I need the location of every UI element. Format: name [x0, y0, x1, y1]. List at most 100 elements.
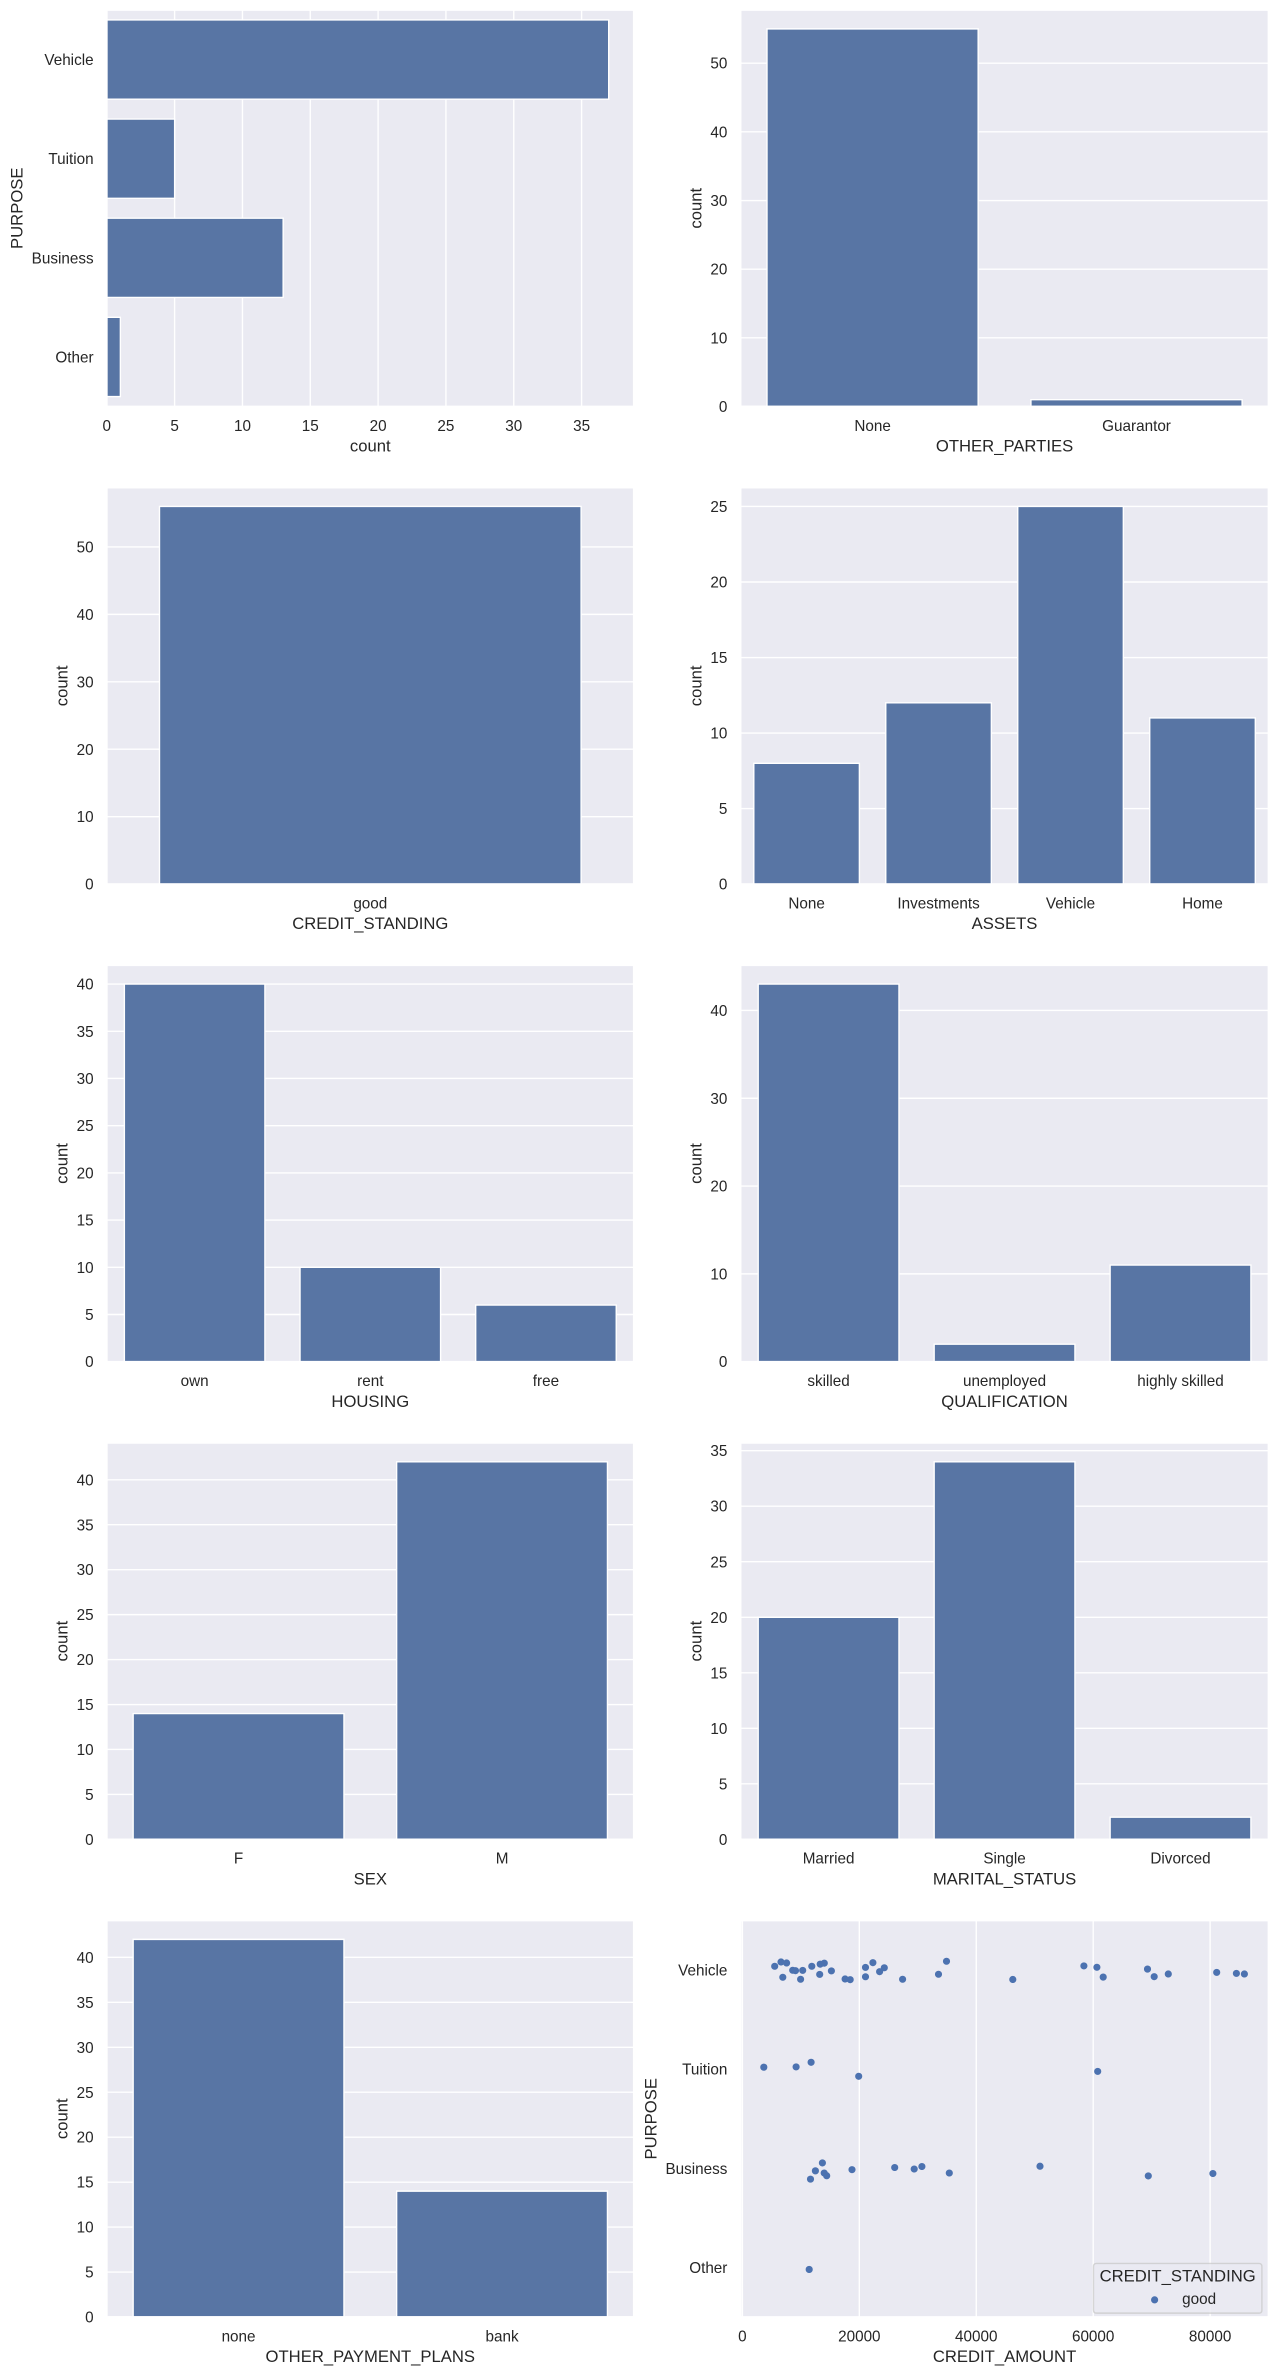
svg-text:Other: Other: [689, 2260, 727, 2277]
svg-text:0: 0: [719, 877, 728, 894]
svg-text:None: None: [854, 418, 891, 435]
svg-text:count: count: [686, 1143, 705, 1184]
svg-text:40000: 40000: [955, 2328, 997, 2345]
svg-text:5: 5: [719, 801, 728, 818]
svg-text:OTHER_PAYMENT_PLANS: OTHER_PAYMENT_PLANS: [266, 2347, 476, 2366]
svg-text:50: 50: [77, 539, 94, 556]
svg-text:5: 5: [85, 2265, 93, 2282]
svg-text:20: 20: [710, 262, 727, 279]
svg-text:80000: 80000: [1189, 2328, 1231, 2345]
svg-text:30: 30: [77, 2040, 94, 2057]
svg-text:35: 35: [77, 1995, 94, 2012]
svg-text:ASSETS: ASSETS: [972, 914, 1038, 933]
svg-text:CREDIT_STANDING: CREDIT_STANDING: [292, 914, 448, 933]
svg-text:10: 10: [77, 809, 94, 826]
svg-text:count: count: [53, 665, 72, 706]
svg-text:Other: Other: [55, 349, 93, 366]
svg-text:count: count: [686, 1620, 705, 1661]
svg-text:Tuition: Tuition: [682, 2062, 727, 2079]
svg-text:none: none: [222, 2328, 256, 2345]
svg-text:20: 20: [370, 418, 387, 435]
svg-text:Guarantor: Guarantor: [1102, 418, 1171, 435]
svg-text:10: 10: [710, 330, 727, 347]
svg-text:25: 25: [77, 2085, 94, 2102]
svg-text:SEX: SEX: [354, 1869, 387, 1888]
svg-text:30: 30: [505, 418, 522, 435]
svg-text:10: 10: [710, 726, 727, 743]
svg-text:10: 10: [710, 1721, 727, 1738]
svg-text:30: 30: [710, 1091, 727, 1108]
svg-text:count: count: [53, 1143, 72, 1184]
svg-text:count: count: [686, 665, 705, 706]
svg-text:Single: Single: [983, 1851, 1025, 1868]
svg-text:15: 15: [710, 1665, 727, 1682]
svg-text:0: 0: [719, 1832, 728, 1849]
svg-text:Vehicle: Vehicle: [44, 52, 93, 69]
svg-text:HOUSING: HOUSING: [331, 1392, 409, 1411]
svg-text:Home: Home: [1182, 895, 1223, 912]
svg-text:40: 40: [77, 977, 94, 994]
svg-text:5: 5: [85, 1307, 93, 1324]
svg-text:0: 0: [85, 2310, 93, 2327]
svg-text:good: good: [353, 895, 387, 912]
svg-text:None: None: [788, 895, 825, 912]
svg-text:20: 20: [710, 575, 727, 592]
svg-text:15: 15: [77, 2175, 94, 2192]
svg-text:10: 10: [710, 1266, 727, 1283]
svg-text:25: 25: [710, 499, 727, 516]
svg-text:35: 35: [573, 418, 590, 435]
svg-text:10: 10: [77, 2220, 94, 2237]
svg-text:20: 20: [77, 742, 94, 759]
svg-text:OTHER_PARTIES: OTHER_PARTIES: [936, 437, 1073, 456]
svg-text:unemployed: unemployed: [963, 1373, 1046, 1390]
svg-text:25: 25: [710, 1554, 727, 1571]
svg-text:count: count: [686, 188, 705, 229]
svg-text:highly skilled: highly skilled: [1137, 1373, 1224, 1390]
svg-text:30: 30: [710, 1499, 727, 1516]
svg-text:skilled: skilled: [807, 1373, 849, 1390]
svg-text:40: 40: [710, 1003, 727, 1020]
svg-text:CREDIT_AMOUNT: CREDIT_AMOUNT: [933, 2347, 1076, 2366]
svg-text:60000: 60000: [1072, 2328, 1114, 2345]
svg-text:F: F: [234, 1851, 243, 1868]
svg-text:20: 20: [77, 1165, 94, 1182]
svg-text:CREDIT_STANDING: CREDIT_STANDING: [1100, 2267, 1256, 2286]
svg-text:Vehicle: Vehicle: [1046, 895, 1095, 912]
svg-text:Business: Business: [32, 250, 94, 267]
svg-text:PURPOSE: PURPOSE: [641, 2078, 660, 2159]
svg-text:0: 0: [738, 2328, 747, 2345]
svg-text:rent: rent: [357, 1373, 384, 1390]
svg-text:30: 30: [77, 1071, 94, 1088]
svg-text:30: 30: [77, 674, 94, 691]
svg-text:0: 0: [85, 1354, 93, 1371]
svg-text:0: 0: [85, 1832, 93, 1849]
svg-text:0: 0: [719, 399, 728, 416]
svg-text:15: 15: [77, 1213, 94, 1230]
svg-text:0: 0: [719, 1354, 728, 1371]
svg-text:0: 0: [85, 877, 93, 894]
svg-text:10: 10: [77, 1742, 94, 1759]
svg-text:15: 15: [710, 650, 727, 667]
svg-text:free: free: [533, 1373, 559, 1390]
svg-text:PURPOSE: PURPOSE: [8, 168, 27, 249]
svg-text:M: M: [496, 1851, 509, 1868]
svg-text:5: 5: [85, 1787, 93, 1804]
svg-text:50: 50: [710, 56, 727, 73]
svg-text:Tuition: Tuition: [48, 151, 93, 168]
svg-text:good: good: [1182, 2291, 1216, 2308]
svg-text:15: 15: [302, 418, 319, 435]
svg-text:0: 0: [103, 418, 112, 435]
svg-text:20: 20: [710, 1179, 727, 1196]
svg-text:10: 10: [77, 1260, 94, 1277]
svg-text:Vehicle: Vehicle: [678, 1963, 727, 1980]
svg-text:25: 25: [437, 418, 454, 435]
svg-text:count: count: [53, 1620, 72, 1661]
svg-text:QUALIFICATION: QUALIFICATION: [941, 1392, 1067, 1411]
svg-text:bank: bank: [485, 2328, 518, 2345]
svg-text:5: 5: [719, 1776, 728, 1793]
svg-text:Business: Business: [665, 2161, 727, 2178]
svg-text:5: 5: [170, 418, 178, 435]
svg-text:40: 40: [77, 607, 94, 624]
svg-text:own: own: [181, 1373, 209, 1390]
svg-text:40: 40: [77, 1950, 94, 1967]
